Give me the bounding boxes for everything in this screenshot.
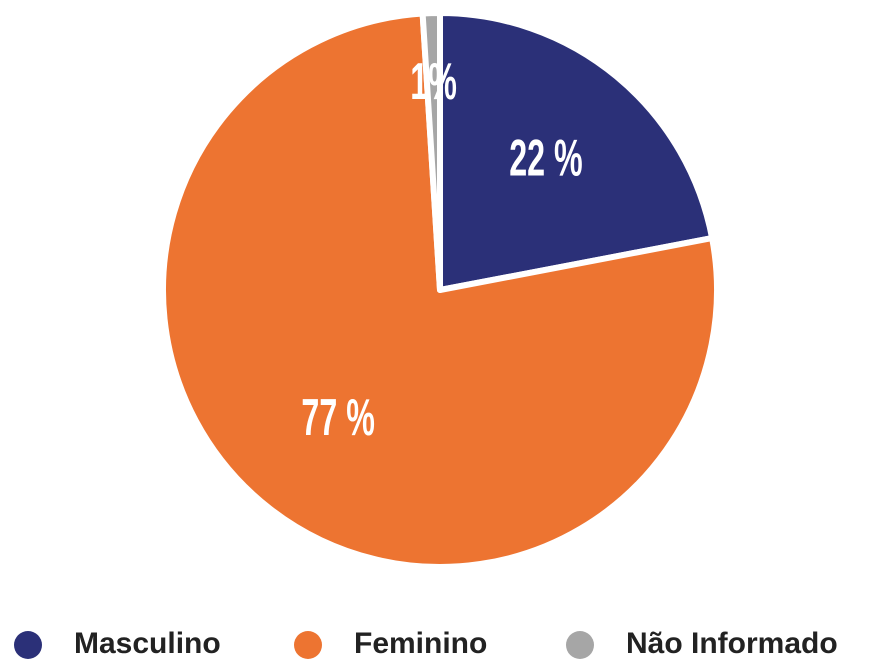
legend-marker <box>14 631 42 659</box>
legend-label: Não Informado <box>626 627 838 660</box>
legend-marker <box>566 631 594 659</box>
legend-label: Masculino <box>74 627 221 660</box>
pie-slice <box>437 10 716 293</box>
value-label: 77 % <box>301 389 374 447</box>
value-label-group: 22 % <box>509 130 582 188</box>
value-label: 1% <box>410 53 457 111</box>
legend-marker <box>294 631 322 659</box>
legend-label: Feminino <box>354 627 487 660</box>
pie-slice <box>419 10 443 293</box>
value-label-group: 1% <box>410 53 457 111</box>
value-label-group: 77 % <box>301 389 374 447</box>
value-label: 22 % <box>509 130 582 188</box>
